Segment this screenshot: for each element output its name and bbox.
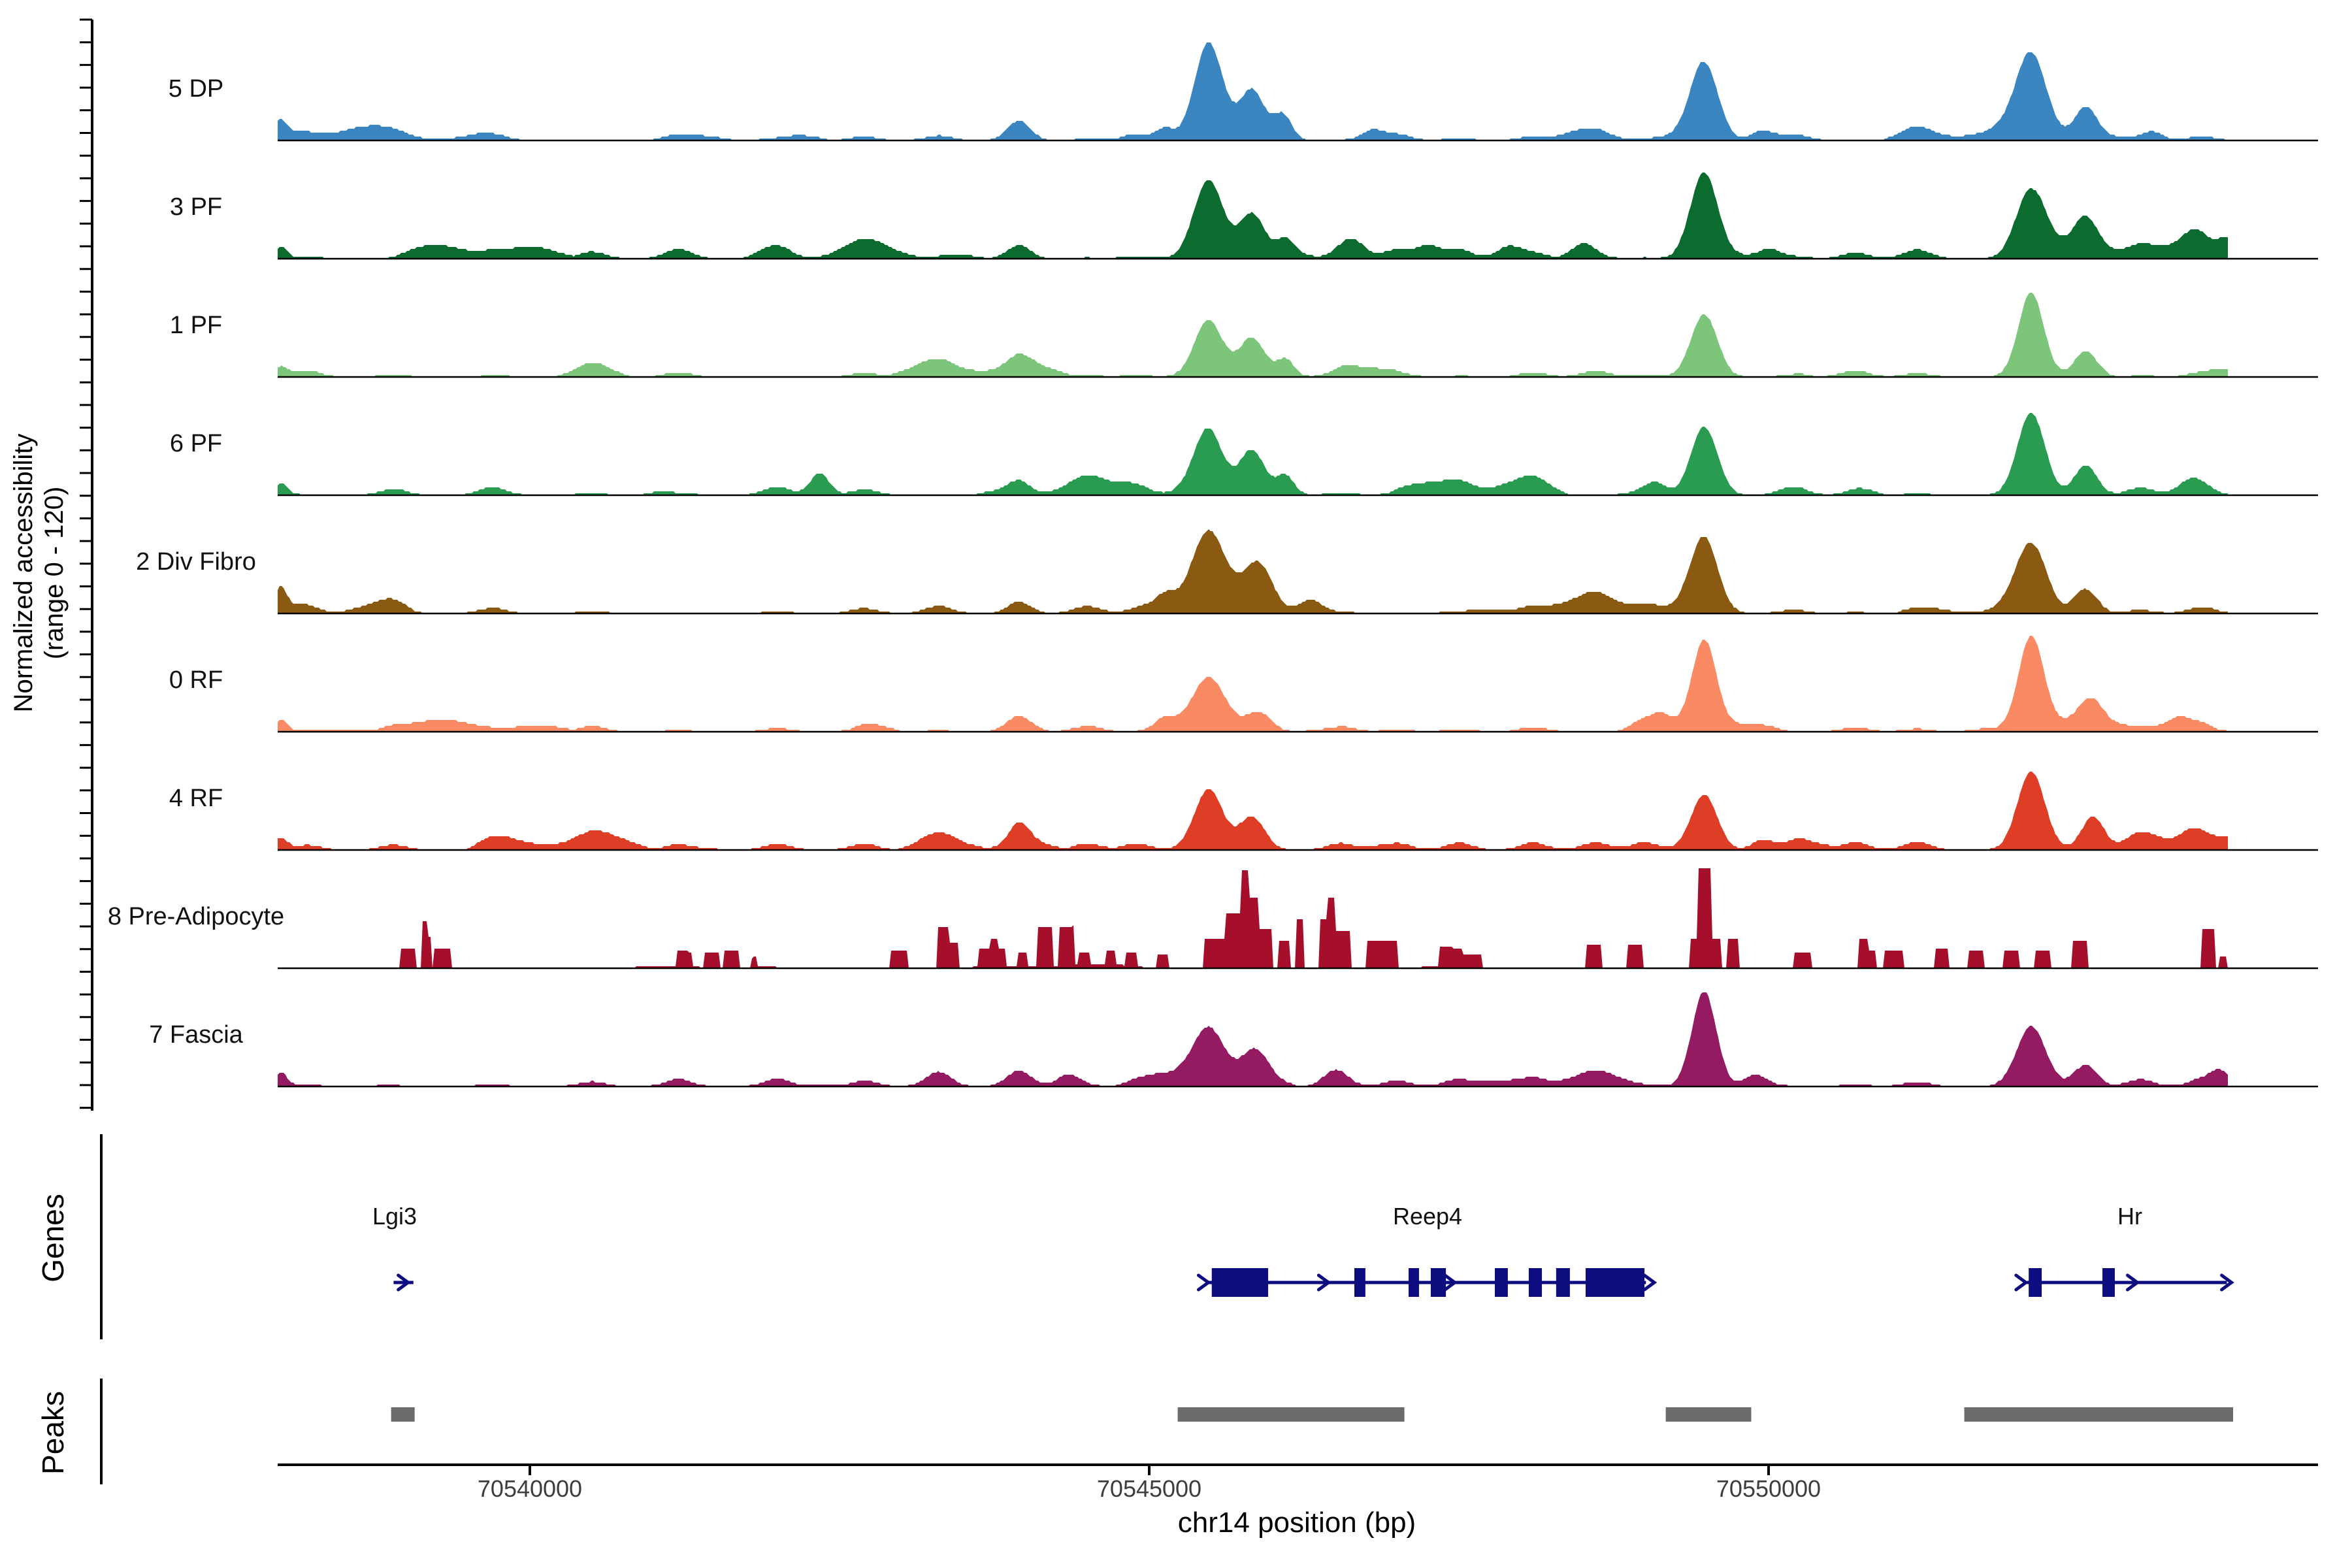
gene-label-reep4: Reep4	[1392, 1203, 1463, 1230]
x-axis-tick-70545000: 70545000	[1096, 1475, 1202, 1502]
track-label-3-pf: 3 PF	[169, 193, 223, 221]
track-label-7-fascia: 7 Fascia	[149, 1021, 243, 1049]
track-label-6-pf: 6 PF	[169, 430, 223, 457]
track-label-0-rf: 0 RF	[169, 666, 223, 694]
x-axis-tick-70540000: 70540000	[477, 1475, 583, 1502]
x-axis-title: chr14 position (bp)	[1177, 1507, 1416, 1539]
gene-label-lgi3: Lgi3	[372, 1203, 417, 1230]
x-axis-tick-70550000: 70550000	[1716, 1475, 1821, 1502]
gene-label-hr: Hr	[2117, 1203, 2142, 1230]
track-label-8-pre-adipocyte: 8 Pre-Adipocyte	[107, 903, 285, 930]
track-label-4-rf: 4 RF	[169, 785, 223, 812]
track-label-2-div-fibro: 2 Div Fibro	[136, 548, 256, 576]
track-label-5-dp: 5 DP	[168, 75, 224, 103]
track-label-1-pf: 1 PF	[169, 312, 223, 339]
